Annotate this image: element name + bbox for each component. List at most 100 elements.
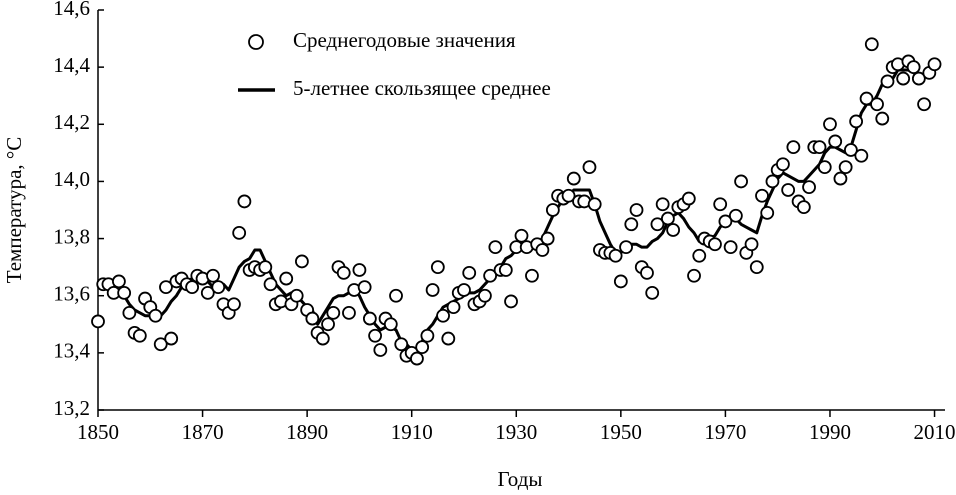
data-point [875, 111, 890, 126]
data-point [823, 117, 837, 132]
data-point [164, 331, 179, 346]
data-point [838, 160, 853, 175]
data-point [389, 288, 403, 303]
data-point [185, 280, 200, 295]
x-tick-label: 1850 [77, 420, 119, 444]
data-point [488, 240, 503, 255]
data-point [613, 274, 628, 289]
y-axis-label: Температура, °C [2, 137, 26, 284]
data-point [880, 74, 895, 89]
x-axis-label: Годы [498, 467, 543, 491]
data-point [655, 197, 670, 212]
x-tick-label: 1930 [495, 420, 537, 444]
x-tick-label: 1890 [286, 420, 328, 444]
x-tick-label: 1990 [809, 420, 851, 444]
data-point [692, 248, 707, 263]
data-point [357, 280, 372, 295]
data-point [415, 340, 430, 355]
data-point [755, 188, 769, 203]
data-point [545, 203, 560, 217]
data-point [200, 285, 215, 300]
data-point [870, 97, 884, 112]
data-point [843, 143, 858, 157]
data-point [237, 194, 252, 209]
data-point [394, 337, 409, 352]
data-point [708, 237, 722, 252]
data-point [498, 263, 513, 277]
data-point [483, 268, 498, 283]
y-tick-label: 14,0 [53, 167, 90, 191]
data-point [305, 311, 320, 326]
data-point [457, 283, 471, 297]
data-point [833, 171, 848, 186]
data-point [566, 171, 581, 186]
data-point [854, 148, 869, 163]
data-point [640, 265, 654, 280]
data-point [159, 280, 173, 295]
x-tick-label: 1950 [600, 420, 642, 444]
data-point [817, 160, 832, 175]
data-point [660, 211, 675, 226]
data-point [122, 305, 137, 320]
y-tick-label: 14,2 [53, 110, 90, 134]
data-point [650, 217, 665, 232]
data-point [420, 328, 435, 343]
data-point [734, 174, 748, 189]
data-point [206, 268, 220, 283]
data-point [723, 240, 738, 255]
data-point [645, 285, 660, 300]
data-point [561, 188, 576, 203]
data-point [112, 274, 126, 289]
data-point [786, 140, 801, 155]
data-point [608, 248, 623, 263]
data-point [619, 240, 633, 255]
data-point [864, 37, 879, 52]
data-point [514, 228, 529, 243]
data-point [504, 294, 518, 309]
data-point [802, 180, 816, 195]
y-tick-label: 13,2 [53, 396, 90, 420]
data-point [760, 205, 775, 220]
data-point [728, 208, 743, 223]
data-point [849, 114, 864, 129]
data-point [713, 197, 728, 212]
data-point [373, 343, 388, 357]
data-point [624, 217, 639, 232]
data-point [587, 197, 602, 212]
data-point [321, 317, 335, 332]
data-point [289, 288, 304, 303]
x-tick-label: 1870 [182, 420, 224, 444]
data-point [687, 268, 701, 283]
data-point [352, 263, 367, 277]
data-point [425, 283, 440, 297]
data-point [744, 237, 759, 252]
y-tick-label: 13,6 [53, 282, 90, 306]
data-point [666, 223, 681, 237]
data-point [430, 260, 445, 275]
data-point [896, 71, 911, 86]
data-point [315, 331, 330, 346]
x-tick-label: 1970 [704, 420, 746, 444]
data-point [525, 268, 539, 283]
data-point [582, 160, 597, 175]
data-point [326, 305, 341, 320]
data-point [153, 337, 168, 352]
data-point [681, 191, 696, 206]
data-point [91, 314, 105, 329]
data-point [132, 328, 147, 343]
data-point [279, 271, 294, 286]
legend-label: Среднегодовые значения [293, 28, 516, 52]
data-point [148, 308, 163, 323]
data-point [765, 174, 780, 189]
data-point [629, 203, 644, 217]
data-point [906, 60, 921, 75]
data-point [812, 140, 827, 155]
data-point [828, 134, 843, 149]
y-tick-label: 13,4 [53, 339, 90, 363]
data-point [446, 300, 461, 315]
data-point [368, 328, 383, 343]
data-point [211, 280, 226, 295]
data-point [117, 285, 132, 300]
data-point [796, 200, 811, 215]
